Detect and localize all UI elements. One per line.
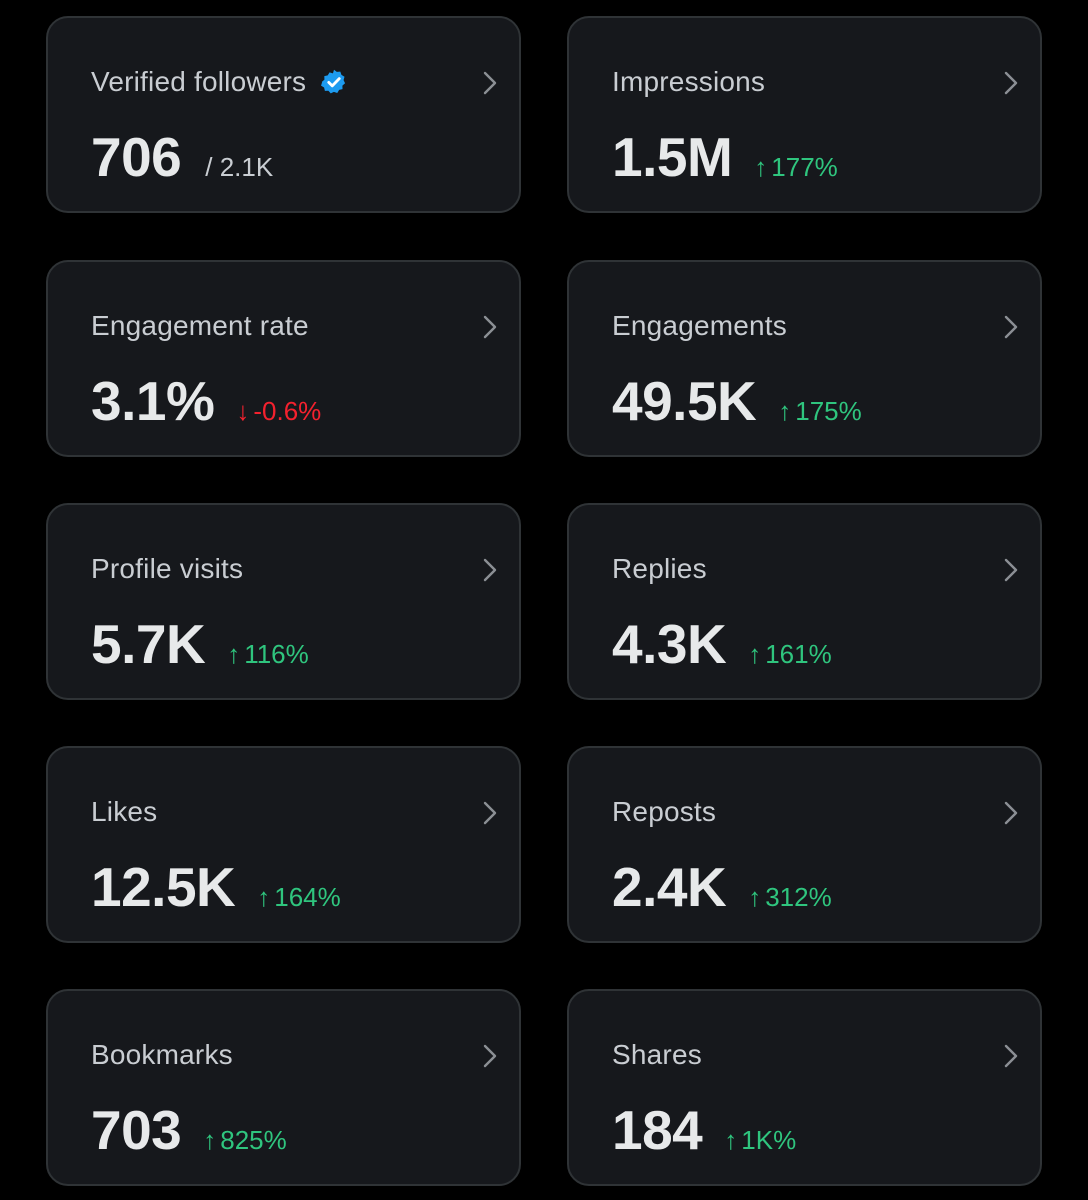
card-title: Profile visits [91, 553, 244, 584]
arrow-up-icon: ↑ [724, 1125, 738, 1155]
card-title: Reposts [612, 796, 717, 827]
chevron-right-icon [1004, 558, 1018, 582]
card-engagements[interactable]: Engagements 49.5K ↑ 175% [567, 260, 1042, 457]
chevron-right-icon [483, 801, 497, 825]
arrow-up-icon: ↑ [754, 152, 768, 182]
card-likes[interactable]: Likes 12.5K ↑ 164% [46, 746, 521, 943]
card-delta: ↑ 825% [203, 1125, 287, 1156]
card-delta-value: 116% [244, 639, 309, 669]
card-total: / 2.1K [205, 152, 274, 182]
card-delta-value: 177% [771, 152, 838, 182]
card-metric-row: 2.4K ↑ 312% [612, 860, 832, 915]
card-value: 4.3K [612, 613, 727, 675]
card-verified-followers[interactable]: Verified followers 706 / 2.1K [46, 16, 521, 213]
card-value: 703 [91, 1099, 182, 1161]
card-delta: ↑ 177% [754, 152, 838, 183]
chevron-right-icon [483, 558, 497, 582]
arrow-up-icon: ↑ [748, 639, 762, 669]
card-value: 2.4K [612, 856, 727, 918]
card-delta-value: 825% [220, 1125, 287, 1155]
chevron-right-icon [483, 315, 497, 339]
card-title: Replies [612, 553, 707, 584]
card-value: 1.5M [612, 126, 733, 188]
arrow-down-icon: ↓ [236, 396, 250, 426]
card-title: Verified followers [91, 66, 348, 98]
verified-badge-icon [321, 69, 346, 94]
card-delta: ↓ -0.6% [236, 396, 321, 427]
card-value: 184 [612, 1099, 703, 1161]
card-title: Bookmarks [91, 1039, 233, 1070]
card-metric-row: 49.5K ↑ 175% [612, 374, 862, 429]
card-delta: ↑ 164% [257, 882, 341, 913]
chevron-right-icon [1004, 315, 1018, 339]
card-profile-visits[interactable]: Profile visits 5.7K ↑ 116% [46, 503, 521, 700]
card-metric-row: 703 ↑ 825% [91, 1103, 287, 1158]
card-delta: ↑ 161% [748, 639, 832, 670]
card-value: 5.7K [91, 613, 206, 675]
arrow-up-icon: ↑ [778, 396, 792, 426]
card-metric-row: 706 / 2.1K [91, 130, 273, 185]
card-delta: ↑ 116% [227, 639, 309, 670]
card-value: 12.5K [91, 856, 236, 918]
card-title: Engagement rate [91, 310, 309, 341]
card-bookmarks[interactable]: Bookmarks 703 ↑ 825% [46, 989, 521, 1186]
card-title: Shares [612, 1039, 702, 1070]
card-delta-value: 164% [274, 882, 341, 912]
card-engagement-rate[interactable]: Engagement rate 3.1% ↓ -0.6% [46, 260, 521, 457]
arrow-up-icon: ↑ [203, 1125, 217, 1155]
chevron-right-icon [483, 1044, 497, 1068]
card-delta-value: 175% [795, 396, 862, 426]
card-replies[interactable]: Replies 4.3K ↑ 161% [567, 503, 1042, 700]
card-value: 49.5K [612, 370, 757, 432]
card-value: 3.1% [91, 370, 215, 432]
chevron-right-icon [1004, 801, 1018, 825]
card-metric-row: 12.5K ↑ 164% [91, 860, 341, 915]
card-metric-row: 5.7K ↑ 116% [91, 617, 309, 672]
card-reposts[interactable]: Reposts 2.4K ↑ 312% [567, 746, 1042, 943]
card-delta-value: 312% [765, 882, 832, 912]
card-delta: ↑ 312% [748, 882, 832, 913]
card-value: 706 [91, 126, 182, 188]
card-delta: ↑ 1K% [724, 1125, 796, 1156]
card-impressions[interactable]: Impressions 1.5M ↑ 177% [567, 16, 1042, 213]
chevron-right-icon [1004, 1044, 1018, 1068]
card-shares[interactable]: Shares 184 ↑ 1K% [567, 989, 1042, 1186]
card-metric-row: 184 ↑ 1K% [612, 1103, 796, 1158]
card-delta-value: 161% [765, 639, 832, 669]
card-title-label: Verified followers [91, 66, 307, 97]
card-title: Impressions [612, 66, 766, 97]
card-metric-row: 1.5M ↑ 177% [612, 130, 838, 185]
card-delta-value: -0.6% [253, 396, 322, 426]
chevron-right-icon [1004, 71, 1018, 95]
card-title: Engagements [612, 310, 787, 341]
arrow-up-icon: ↑ [748, 882, 762, 912]
card-metric-row: 4.3K ↑ 161% [612, 617, 832, 672]
chevron-right-icon [483, 71, 497, 95]
arrow-up-icon: ↑ [227, 639, 241, 669]
arrow-up-icon: ↑ [257, 882, 271, 912]
card-metric-row: 3.1% ↓ -0.6% [91, 374, 321, 429]
card-delta: ↑ 175% [778, 396, 862, 427]
card-title: Likes [91, 796, 158, 827]
card-delta-value: 1K% [741, 1125, 797, 1155]
